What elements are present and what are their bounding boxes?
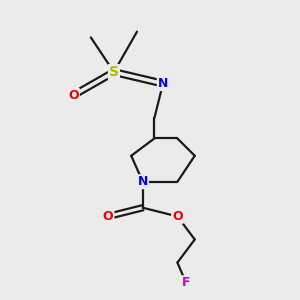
Text: F: F bbox=[182, 276, 190, 289]
Text: N: N bbox=[138, 175, 148, 188]
Text: O: O bbox=[103, 210, 113, 223]
Text: O: O bbox=[172, 210, 183, 223]
Text: O: O bbox=[68, 89, 79, 102]
Text: S: S bbox=[109, 65, 119, 79]
Text: N: N bbox=[158, 77, 168, 90]
